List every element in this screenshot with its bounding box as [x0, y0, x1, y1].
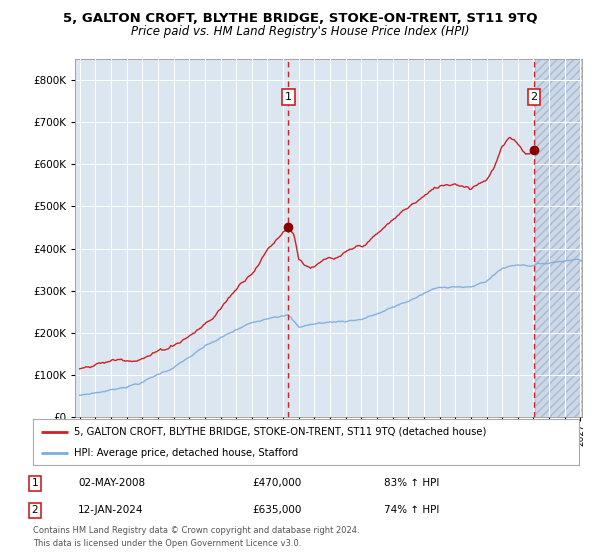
Bar [535, 59, 596, 417]
Text: 74% ↑ HPI: 74% ↑ HPI [384, 505, 439, 515]
Bar [535, 59, 596, 417]
Text: 1: 1 [31, 478, 38, 488]
Text: 2: 2 [31, 505, 38, 515]
Text: 2: 2 [530, 92, 538, 102]
Text: Price paid vs. HM Land Registry's House Price Index (HPI): Price paid vs. HM Land Registry's House … [131, 25, 469, 38]
Text: £470,000: £470,000 [252, 478, 301, 488]
Bar [80, 59, 535, 417]
Text: Contains HM Land Registry data © Crown copyright and database right 2024.
This d: Contains HM Land Registry data © Crown c… [33, 526, 359, 548]
Text: 02-MAY-2008: 02-MAY-2008 [78, 478, 145, 488]
Text: HPI: Average price, detached house, Stafford: HPI: Average price, detached house, Staf… [74, 449, 298, 458]
Text: 1: 1 [285, 92, 292, 102]
Text: 12-JAN-2024: 12-JAN-2024 [78, 505, 143, 515]
Text: £635,000: £635,000 [252, 505, 301, 515]
Text: 83% ↑ HPI: 83% ↑ HPI [384, 478, 439, 488]
Text: 5, GALTON CROFT, BLYTHE BRIDGE, STOKE-ON-TRENT, ST11 9TQ (detached house): 5, GALTON CROFT, BLYTHE BRIDGE, STOKE-ON… [74, 427, 487, 437]
Text: 5, GALTON CROFT, BLYTHE BRIDGE, STOKE-ON-TRENT, ST11 9TQ: 5, GALTON CROFT, BLYTHE BRIDGE, STOKE-ON… [63, 12, 537, 25]
